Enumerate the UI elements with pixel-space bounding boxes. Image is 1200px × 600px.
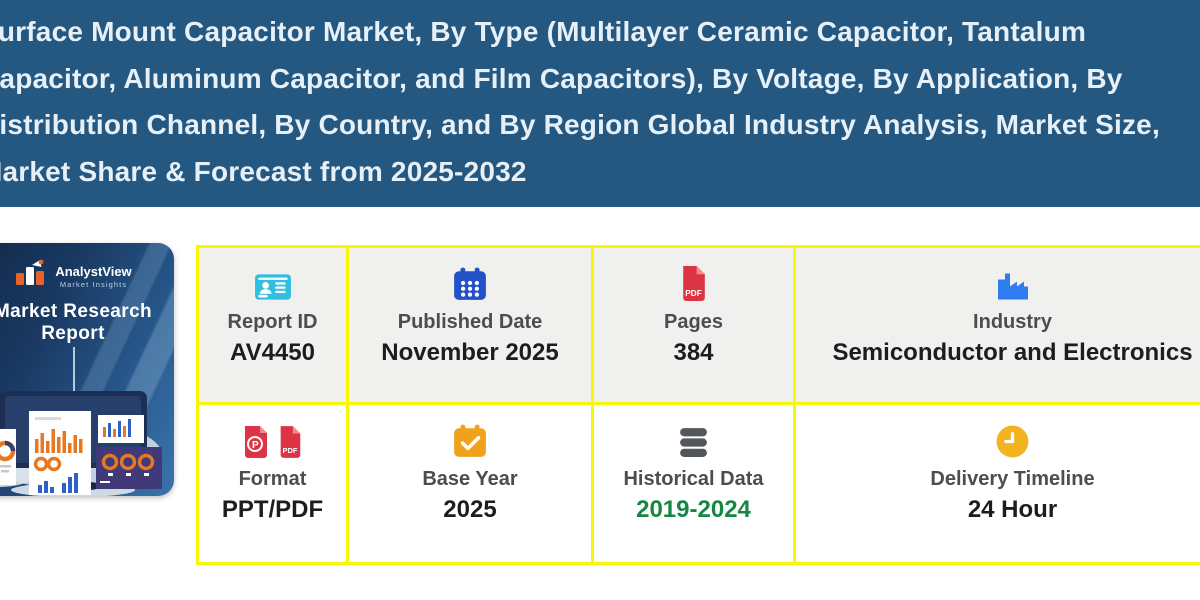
industry-label: Industry <box>973 311 1052 333</box>
calendar-icon <box>452 262 488 302</box>
base-year-cell: Base Year 2025 <box>349 405 591 562</box>
cover-title: Market Research Report <box>0 301 153 344</box>
brand-name: AnalystView <box>55 263 132 279</box>
brand-subtitle: Market Insights <box>59 279 128 289</box>
format-cell: P PDF Format PPT/PDF <box>199 405 346 562</box>
base-year-label: Base Year <box>422 468 518 490</box>
pages-value: 384 <box>673 339 714 366</box>
delivery-timeline-value: 24 Hour <box>967 496 1058 523</box>
clock-icon <box>995 419 1030 459</box>
svg-text:P: P <box>252 440 259 451</box>
published-date-label: Published Date <box>397 311 543 333</box>
database-icon <box>677 419 710 459</box>
brand-logo: AnalystView Market Insights <box>0 259 174 294</box>
report-id-value: AV4450 <box>230 339 315 366</box>
industry-cell: Industry Semiconductor and Electronics <box>796 248 1200 402</box>
calendar-check-icon <box>452 419 488 459</box>
pages-label: Pages <box>664 311 723 333</box>
bar-chart-logo-icon <box>14 259 48 294</box>
pages-cell: PDF Pages 384 <box>594 248 793 402</box>
page-title: Surface Mount Capacitor Market, By Type … <box>0 16 1160 187</box>
format-value: PPT/PDF <box>221 496 324 523</box>
base-year-value: 2025 <box>443 496 497 523</box>
monitor-charts-illustration <box>0 391 174 496</box>
report-id-cell: Report ID AV4450 <box>199 248 346 402</box>
pdf-file-icon: PDF <box>678 262 709 302</box>
svg-text:PDF: PDF <box>685 289 701 298</box>
ppt-pdf-file-icons: P PDF <box>242 419 304 459</box>
cover-pointer-line <box>73 347 75 393</box>
historical-data-label: Historical Data <box>623 468 764 490</box>
report-info-grid: Report ID AV4450 Published Date November… <box>196 245 1200 565</box>
delivery-timeline-label: Delivery Timeline <box>930 468 1095 490</box>
report-cover-image: AnalystView Market Insights Market Resea… <box>0 243 174 496</box>
published-date-cell: Published Date November 2025 <box>349 248 591 402</box>
historical-data-cell: Historical Data 2019-2024 <box>594 405 793 562</box>
title-banner: Surface Mount Capacitor Market, By Type … <box>0 0 1200 207</box>
published-date-value: November 2025 <box>381 339 559 366</box>
delivery-timeline-cell: Delivery Timeline 24 Hour <box>796 405 1200 562</box>
id-card-icon <box>254 262 292 302</box>
report-id-label: Report ID <box>227 311 318 333</box>
historical-data-value: 2019-2024 <box>636 496 751 523</box>
svg-text:PDF: PDF <box>282 446 297 455</box>
format-label: Format <box>238 468 307 490</box>
industry-value: Semiconductor and Electronics <box>832 339 1193 366</box>
factory-icon <box>994 262 1032 302</box>
